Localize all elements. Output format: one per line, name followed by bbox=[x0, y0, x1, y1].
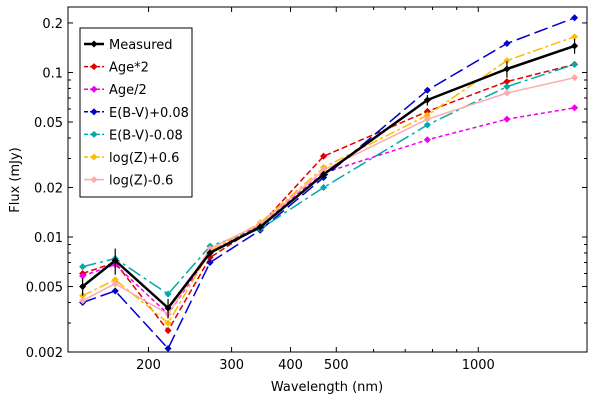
legend-entry-label: Measured bbox=[109, 38, 173, 53]
data-point bbox=[164, 290, 172, 298]
legend-marker bbox=[90, 108, 98, 116]
data-point bbox=[206, 258, 214, 267]
legend-marker bbox=[90, 130, 98, 138]
legend-entry-label: log(Z)-0.6 bbox=[109, 174, 173, 189]
data-point bbox=[111, 276, 119, 284]
data-point bbox=[423, 107, 431, 115]
data-point bbox=[571, 60, 579, 68]
data-point bbox=[79, 297, 87, 305]
y-tick-label: 0.05 bbox=[34, 116, 63, 131]
data-point bbox=[164, 304, 172, 312]
legend-marker bbox=[90, 85, 98, 93]
data-point bbox=[423, 115, 431, 123]
y-tick-label: 0.1 bbox=[42, 66, 63, 81]
data-point bbox=[503, 89, 511, 97]
data-point bbox=[571, 42, 579, 50]
y-tick-label: 0.01 bbox=[34, 231, 63, 246]
legend-marker bbox=[90, 63, 98, 71]
data-point bbox=[206, 245, 214, 253]
data-point bbox=[571, 74, 579, 82]
series-line bbox=[82, 63, 575, 295]
legend-entry-label: Age/2 bbox=[109, 83, 147, 98]
data-point bbox=[79, 282, 87, 291]
data-point bbox=[423, 86, 431, 94]
legend-entry-label: log(Z)+0.6 bbox=[109, 151, 179, 166]
data-point bbox=[503, 115, 511, 123]
data-point bbox=[164, 327, 172, 335]
y-tick-label: 0.2 bbox=[42, 17, 63, 32]
legend: Measured Age*2 Age/2 E(B-V)+0.08 E(B-V)-0.08… bbox=[79, 27, 193, 198]
plot-area bbox=[79, 14, 579, 353]
legend-entry-label: Age*2 bbox=[109, 61, 149, 76]
data-point bbox=[571, 33, 579, 41]
data-point bbox=[111, 280, 119, 288]
data-point bbox=[111, 287, 119, 295]
x-tick-label: 200 bbox=[136, 358, 161, 373]
data-point bbox=[111, 256, 119, 265]
y-axis-label: Flux (mJy) bbox=[8, 147, 23, 213]
legend-entry-label: E(B-V)-0.08 bbox=[109, 128, 183, 143]
data-point bbox=[79, 272, 87, 280]
data-point bbox=[571, 104, 579, 112]
data-point bbox=[256, 223, 264, 231]
y-tick-label: 0.005 bbox=[26, 281, 63, 296]
axis-ticks: 200 300 400 500 1000 0.002 0.005 0.01 0.02 0.05 0.… bbox=[26, 7, 587, 373]
x-tick-label: 400 bbox=[278, 358, 303, 373]
data-point bbox=[423, 136, 431, 144]
data-point bbox=[503, 78, 511, 86]
data-point bbox=[571, 14, 579, 22]
legend-marker bbox=[90, 153, 98, 161]
data-point bbox=[164, 344, 172, 353]
data-point bbox=[503, 39, 511, 48]
x-tick-label: 1000 bbox=[462, 358, 495, 373]
data-point bbox=[423, 96, 431, 104]
x-tick-label: 300 bbox=[219, 358, 244, 373]
y-tick-label: 0.02 bbox=[34, 181, 63, 196]
data-point bbox=[503, 65, 511, 73]
legend-marker bbox=[90, 176, 98, 184]
legend-entry-label: E(B-V)+0.08 bbox=[109, 106, 189, 121]
x-axis-label: Wavelength (nm) bbox=[271, 380, 383, 395]
data-point bbox=[320, 183, 328, 192]
y-tick-label: 0.002 bbox=[26, 346, 63, 361]
data-point bbox=[164, 319, 172, 327]
data-point bbox=[79, 263, 87, 271]
data-point bbox=[503, 83, 511, 91]
data-point bbox=[206, 249, 214, 257]
data-point bbox=[320, 152, 328, 160]
x-tick-label: 500 bbox=[324, 358, 349, 373]
plot-frame bbox=[67, 6, 588, 353]
data-point bbox=[423, 121, 431, 129]
data-point bbox=[423, 111, 431, 119]
data-point bbox=[503, 57, 511, 65]
